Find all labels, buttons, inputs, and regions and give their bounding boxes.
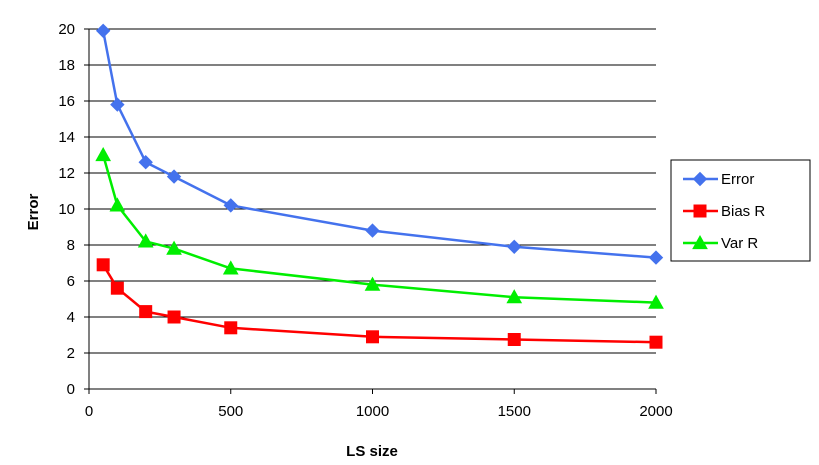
x-tick-label: 2000	[639, 403, 672, 420]
series-line-var-r	[101, 154, 657, 304]
y-tick-label: 16	[58, 93, 75, 110]
axes: 0 2 4 6 8 10 12 14 16 18 20 0 500 1000 1500 2000	[58, 21, 672, 420]
gridlines	[89, 28, 656, 354]
y-tick-label: 18	[58, 57, 75, 74]
data-point-error	[223, 198, 238, 213]
x-axis-title: LS size	[346, 443, 398, 460]
data-point-var-r	[137, 233, 154, 248]
series-line-bias-r	[102, 264, 657, 344]
x-tick-label: 1500	[498, 403, 531, 420]
data-point-error	[95, 23, 111, 39]
y-tick-label: 12	[58, 165, 75, 182]
x-tick-label: 0	[85, 403, 93, 420]
y-tick-label: 8	[67, 237, 75, 254]
data-point-bias-r	[110, 281, 124, 295]
data-point-var-r	[95, 146, 112, 162]
y-tick-label: 2	[67, 345, 75, 362]
data-point-var-r	[364, 276, 381, 291]
data-point-bias-r	[139, 305, 153, 319]
data-point-bias-r	[224, 321, 238, 335]
data-point-error	[138, 154, 153, 170]
data-point-bias-r	[649, 335, 663, 349]
legend-marker-var-r	[692, 234, 708, 250]
data-point-error	[166, 169, 182, 184]
legend-marker-error	[692, 171, 708, 187]
data-point-bias-r	[366, 330, 379, 344]
y-axis-title: Error	[25, 194, 42, 231]
legend-label-bias-r: Bias R	[721, 203, 765, 220]
data-point-bias-r	[507, 333, 521, 346]
data-point-error	[110, 97, 125, 112]
y-tick-label: 6	[67, 273, 75, 290]
data-point-bias-r	[96, 258, 110, 272]
data-point-var-r	[222, 260, 239, 275]
data-point-bias-r	[167, 310, 181, 324]
legend-label-error: Error	[721, 171, 754, 188]
x-tick-label: 500	[218, 403, 243, 420]
data-point-var-r	[648, 294, 664, 309]
series-markers	[95, 23, 664, 349]
data-point-var-r	[506, 289, 523, 304]
series-lines	[101, 30, 657, 344]
y-tick-label: 0	[67, 381, 75, 398]
data-point-var-r	[166, 240, 182, 255]
data-point-error	[648, 250, 664, 265]
x-tick-label: 1000	[356, 403, 389, 420]
series-line-error	[101, 30, 657, 259]
y-tick-label: 4	[67, 309, 75, 326]
y-tick-label: 20	[58, 21, 75, 38]
legend-marker-bias-r	[693, 204, 707, 218]
data-point-error	[507, 239, 522, 255]
data-point-error	[365, 223, 380, 238]
y-tick-label: 14	[58, 129, 75, 146]
data-point-var-r	[109, 197, 126, 212]
legend: Error Bias R Var R	[670, 159, 811, 262]
legend-label-var-r: Var R	[721, 235, 758, 252]
y-tick-label: 10	[58, 201, 75, 218]
